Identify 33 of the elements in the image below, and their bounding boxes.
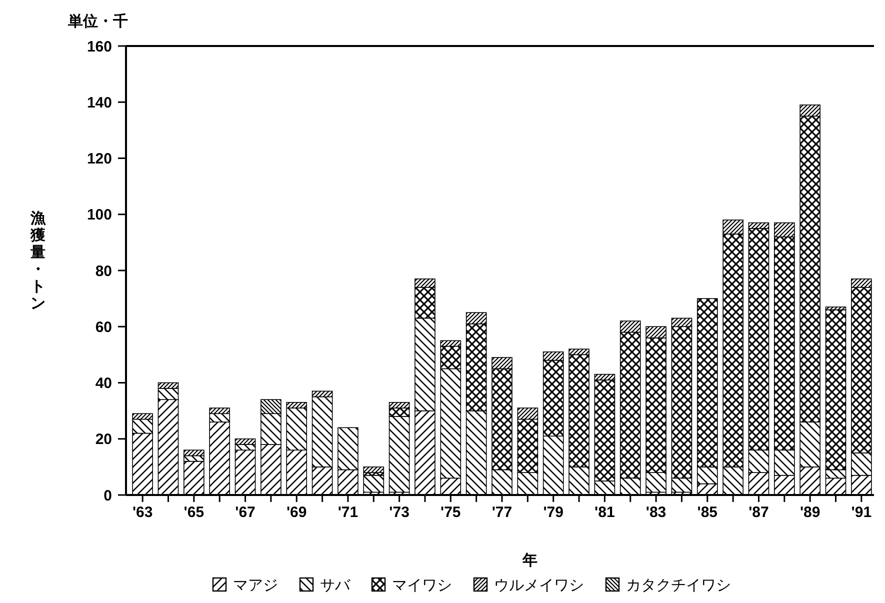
x-tick-label: '77 (492, 504, 512, 521)
legend-label: マイワシ (392, 577, 452, 594)
x-tick-label: '67 (235, 504, 256, 521)
y-tick-label: 60 (95, 318, 112, 336)
x-tick-label: '71 (338, 504, 358, 521)
x-tick-label: '63 (132, 504, 153, 521)
legend-label: カタクチイワシ (626, 577, 731, 594)
x-tick-label: '85 (697, 504, 718, 521)
y-tick-label: 40 (95, 375, 112, 392)
x-tick-label: '89 (800, 504, 820, 521)
y-tick-label: 160 (86, 38, 112, 56)
legend-label: マアジ (233, 577, 278, 594)
y-tick-label: 140 (86, 94, 112, 112)
y-tick-label: 120 (86, 150, 112, 168)
y-tick-label: 0 (104, 487, 112, 504)
legend-label: ウルメイワシ (494, 577, 584, 594)
x-tick-label: '87 (748, 504, 769, 521)
x-tick-label: '83 (646, 504, 666, 521)
x-tick-label: '69 (286, 504, 307, 521)
x-tick-label: '65 (184, 504, 204, 521)
legend-label: サバ (320, 577, 351, 594)
y-tick-label: 100 (86, 206, 112, 224)
bar (363, 466, 384, 473)
x-axis-title: 年 (522, 552, 538, 569)
text: 単位・千 (67, 13, 128, 30)
y-axis-title: 漁獲量・トン (30, 210, 46, 312)
y-tick-label: 20 (95, 431, 112, 448)
x-tick-label: '81 (594, 504, 615, 521)
x-tick-label: '91 (851, 504, 872, 521)
x-tick-label: '79 (543, 504, 564, 521)
x-tick-label: '75 (440, 504, 461, 521)
y-tick-label: 80 (95, 262, 112, 280)
x-tick-label: '73 (389, 504, 410, 521)
